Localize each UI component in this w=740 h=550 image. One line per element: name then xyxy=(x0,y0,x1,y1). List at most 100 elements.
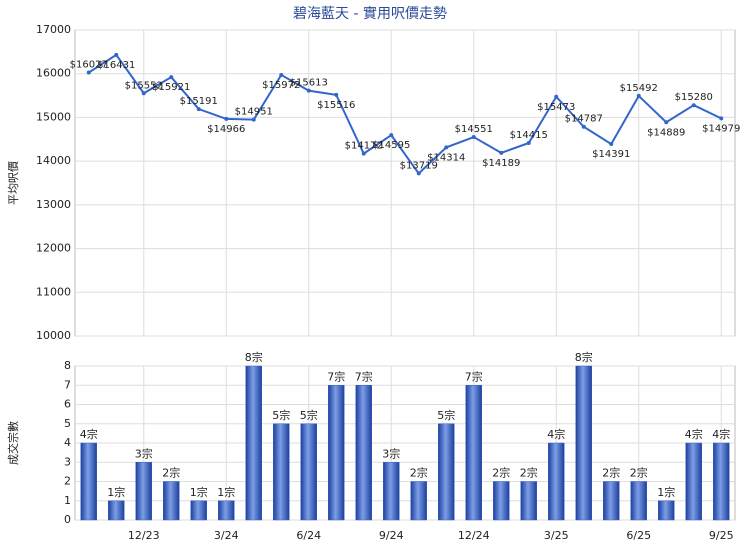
point xyxy=(526,141,531,146)
y-tick-label: 8 xyxy=(64,359,71,372)
bar xyxy=(713,442,730,521)
point xyxy=(664,120,669,125)
data-label: 2宗 xyxy=(162,466,180,480)
bar xyxy=(273,423,290,521)
data-label: $14889 xyxy=(647,127,685,138)
bar xyxy=(383,462,400,521)
data-label: 5宗 xyxy=(437,408,455,422)
x-tick-label: 6/24 xyxy=(296,529,321,542)
y-tick-label: 16000 xyxy=(36,67,71,80)
data-label: $15191 xyxy=(180,96,218,107)
bar xyxy=(410,481,427,521)
bar xyxy=(658,500,675,521)
y-tick-label: 1 xyxy=(64,494,71,507)
bar xyxy=(493,481,510,521)
data-label: 3宗 xyxy=(135,446,153,460)
point xyxy=(691,103,696,108)
y-tick-label: 14000 xyxy=(36,154,71,167)
point xyxy=(609,142,614,147)
data-label: 4宗 xyxy=(685,427,703,441)
point xyxy=(86,70,91,75)
point xyxy=(471,135,476,140)
bar xyxy=(328,385,345,521)
bar xyxy=(163,481,180,521)
bar xyxy=(245,365,262,521)
point xyxy=(279,72,284,77)
point xyxy=(416,171,421,176)
bar xyxy=(685,442,702,521)
y-tick-label: 11000 xyxy=(36,285,71,298)
data-label: $14172 xyxy=(345,141,383,152)
bar xyxy=(630,481,647,521)
point xyxy=(361,151,366,156)
y-tick-label: 5 xyxy=(64,417,71,430)
y-tick-label: 7 xyxy=(64,378,71,391)
data-label: 7宗 xyxy=(327,369,345,383)
y-tick-label: 2 xyxy=(64,475,71,488)
point xyxy=(499,150,504,155)
bar xyxy=(218,500,235,521)
data-label: $14787 xyxy=(565,114,603,125)
x-tick-label: 12/24 xyxy=(458,529,490,542)
x-tick-label: 12/23 xyxy=(128,529,160,542)
data-label: 5宗 xyxy=(300,408,318,422)
data-label: 1宗 xyxy=(217,485,235,499)
data-label: $15516 xyxy=(317,100,355,111)
point xyxy=(141,91,146,96)
data-label: 1宗 xyxy=(107,485,125,499)
data-label: 1宗 xyxy=(657,485,675,499)
bar xyxy=(135,462,152,521)
line xyxy=(88,53,722,175)
data-label: 2宗 xyxy=(410,466,428,480)
data-label: 7宗 xyxy=(465,369,483,383)
x-tick-label: 9/24 xyxy=(379,529,404,542)
data-label: $15280 xyxy=(675,92,713,103)
data-label: 2宗 xyxy=(602,466,620,480)
data-label: 4宗 xyxy=(80,427,98,441)
data-label: $15921 xyxy=(152,82,190,93)
x-tick-label: 6/25 xyxy=(626,529,651,542)
bar xyxy=(465,385,482,521)
bar xyxy=(108,500,125,521)
chart-title: 碧海藍天 - 實用呎價走勢 xyxy=(293,5,447,22)
data-label: 8宗 xyxy=(575,350,593,364)
point xyxy=(581,124,586,129)
data-label: $16027 xyxy=(70,60,108,71)
point xyxy=(196,107,201,112)
point xyxy=(554,94,559,99)
bar xyxy=(355,385,372,521)
bar xyxy=(548,442,565,521)
y-tick-label: 15000 xyxy=(36,110,71,123)
data-label: $15613 xyxy=(290,78,328,89)
y-axis-label: 成交宗數 xyxy=(6,421,20,465)
data-label: 7宗 xyxy=(355,369,373,383)
point xyxy=(169,75,174,80)
y-tick-label: 13000 xyxy=(36,198,71,211)
data-label: $14951 xyxy=(235,107,273,118)
point xyxy=(306,88,311,93)
data-label: $14979 xyxy=(702,123,740,134)
data-label: $15972 xyxy=(262,80,300,91)
y-tick-label: 10000 xyxy=(36,329,71,342)
data-label: $16431 xyxy=(97,60,135,71)
x-tick-label: 3/24 xyxy=(214,529,239,542)
point xyxy=(444,145,449,150)
y-tick-label: 6 xyxy=(64,398,71,411)
data-label: 2宗 xyxy=(492,466,510,480)
data-label: $15492 xyxy=(620,83,658,94)
data-label: $14391 xyxy=(592,149,630,160)
data-label: $14415 xyxy=(510,130,548,141)
data-label: $14551 xyxy=(455,124,493,135)
y-tick-label: 0 xyxy=(64,513,71,526)
x-tick-label: 3/25 xyxy=(544,529,569,542)
point xyxy=(636,93,641,98)
data-label: $14966 xyxy=(207,124,245,135)
point xyxy=(251,117,256,122)
point xyxy=(719,116,724,121)
data-label: 5宗 xyxy=(272,408,290,422)
y-tick-label: 12000 xyxy=(36,242,71,255)
bar xyxy=(80,442,97,521)
data-label: $15473 xyxy=(537,102,575,113)
bar xyxy=(520,481,537,521)
